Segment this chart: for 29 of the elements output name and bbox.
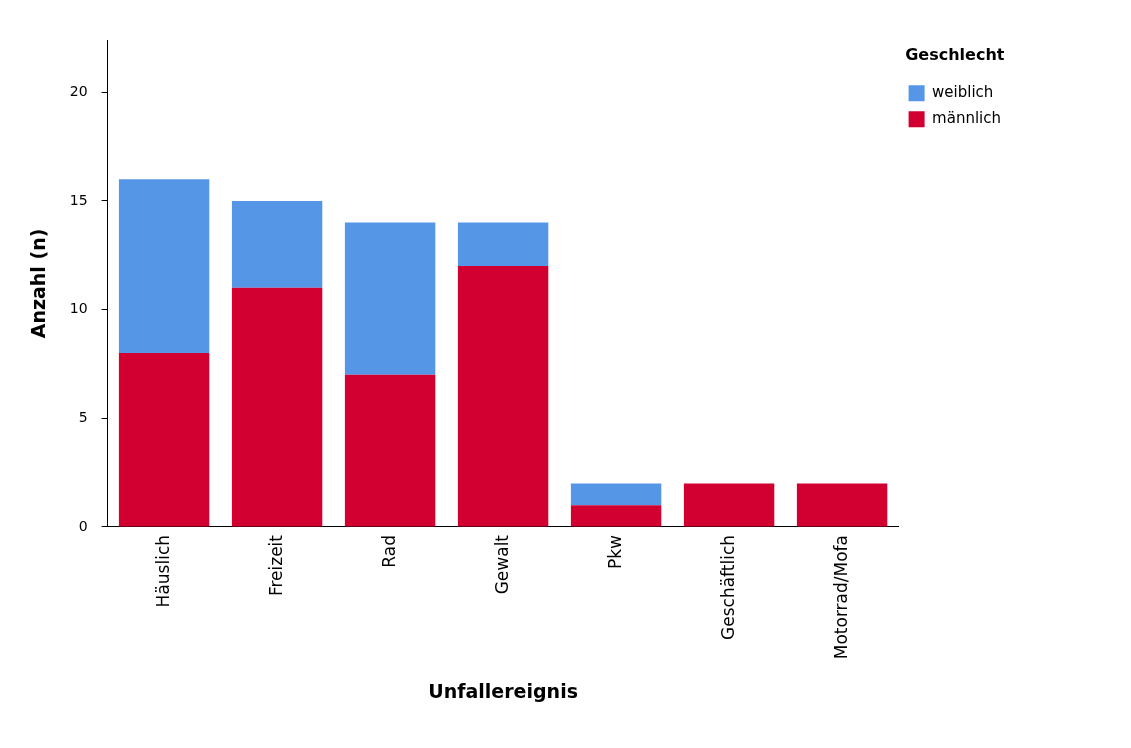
bar: [231, 287, 323, 527]
x-tick-label: Motorrad/Mofa: [830, 534, 851, 660]
x-tick-label: Pkw: [604, 534, 625, 569]
bar: [118, 353, 210, 527]
bar: [457, 222, 549, 267]
x-tick-label: Rad: [378, 534, 399, 568]
y-tick-label: 0: [78, 517, 88, 534]
bar: [457, 266, 549, 527]
x-tick-label: Häuslich: [152, 534, 173, 608]
bar: [344, 222, 436, 375]
y-tick-label: 15: [69, 191, 88, 208]
y-axis-title: Anzahl (n): [27, 228, 50, 339]
bar: [796, 483, 888, 527]
x-tick-label: Gewalt: [491, 534, 512, 595]
legend-label: weiblich: [932, 83, 994, 102]
bar: [344, 374, 436, 527]
bar: [118, 179, 210, 354]
legend-title: Geschlecht: [905, 45, 1005, 65]
legend-label: männlich: [932, 109, 1001, 128]
y-tick-label: 10: [69, 300, 88, 317]
x-tick-label: Geschäftlich: [717, 534, 738, 640]
y-tick-label: 5: [78, 408, 88, 425]
x-tick-label: Freizeit: [265, 534, 286, 597]
bar: [570, 505, 662, 527]
x-axis-title: Unfallereignis: [428, 679, 578, 702]
bar: [231, 200, 323, 288]
y-tick-label: 20: [69, 82, 88, 99]
bar: [570, 483, 662, 506]
bar: [683, 483, 775, 527]
